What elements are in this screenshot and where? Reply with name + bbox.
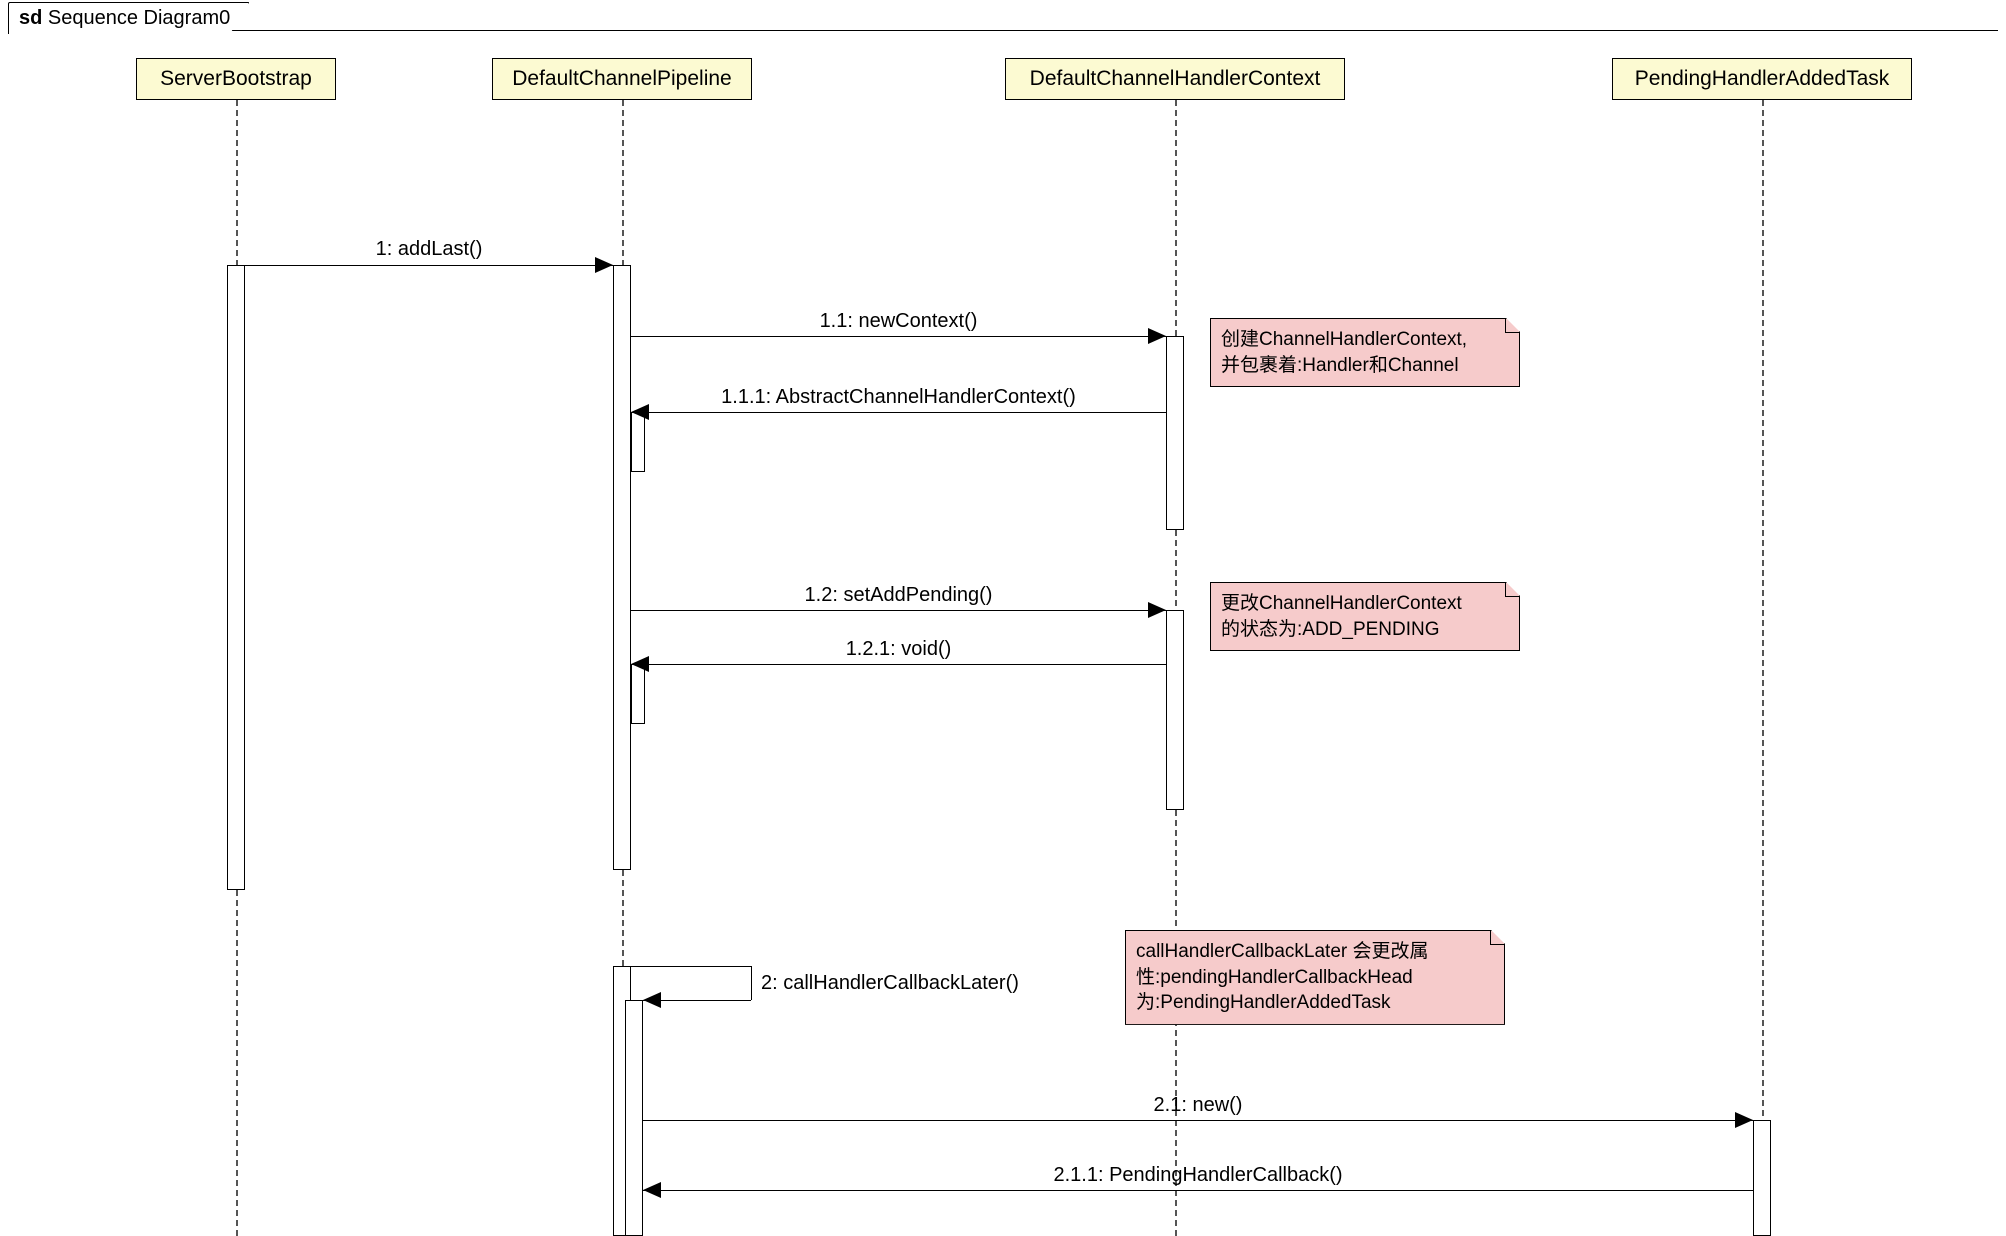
participant-p4: PendingHandlerAddedTask bbox=[1612, 58, 1912, 100]
participant-p2: DefaultChannelPipeline bbox=[492, 58, 752, 100]
frame-prefix: sd bbox=[19, 7, 42, 29]
message-0-line bbox=[245, 265, 613, 266]
note-2: callHandlerCallbackLater 会更改属性:pendingHa… bbox=[1125, 930, 1505, 1025]
participant-p3: DefaultChannelHandlerContext bbox=[1005, 58, 1345, 100]
message-1-label: 1.1: newContext() bbox=[631, 310, 1166, 333]
frame-tab: sd Sequence Diagram0 bbox=[8, 2, 249, 34]
message-6-label: 2.1.1: PendingHandlerCallback() bbox=[643, 1164, 1753, 1187]
message-1-line bbox=[631, 336, 1166, 337]
return-tail-1 bbox=[631, 664, 645, 724]
activation-3 bbox=[1166, 610, 1184, 810]
activation-2 bbox=[1166, 336, 1184, 530]
message-2-label: 1.1.1: AbstractChannelHandlerContext() bbox=[631, 386, 1166, 409]
message-3-label: 1.2: setAddPending() bbox=[631, 584, 1166, 607]
self-msg-top bbox=[631, 966, 751, 967]
message-4-label: 1.2.1: void() bbox=[631, 638, 1166, 661]
message-2-line bbox=[631, 412, 1166, 413]
activation-5 bbox=[625, 1000, 643, 1236]
diagram-frame bbox=[8, 30, 1998, 1236]
self-msg-label: 2: callHandlerCallbackLater() bbox=[761, 972, 1019, 995]
message-5-label: 2.1: new() bbox=[643, 1094, 1753, 1117]
note-0: 创建ChannelHandlerContext,并包裹着:Handler和Cha… bbox=[1210, 318, 1520, 387]
message-0-label: 1: addLast() bbox=[245, 238, 613, 261]
self-msg-vert bbox=[751, 966, 752, 1000]
message-4-line bbox=[631, 664, 1166, 665]
note-1: 更改ChannelHandlerContext的状态为:ADD_PENDING bbox=[1210, 582, 1520, 651]
message-6-line bbox=[643, 1190, 1753, 1191]
activation-1 bbox=[613, 265, 631, 870]
participant-p1: ServerBootstrap bbox=[136, 58, 336, 100]
lifeline-p4 bbox=[1762, 100, 1764, 1236]
self-msg-arrow bbox=[643, 992, 661, 1008]
activation-0 bbox=[227, 265, 245, 890]
message-3-line bbox=[631, 610, 1166, 611]
frame-title: Sequence Diagram0 bbox=[48, 7, 230, 29]
message-5-line bbox=[643, 1120, 1753, 1121]
activation-6 bbox=[1753, 1120, 1771, 1236]
return-tail-0 bbox=[631, 412, 645, 472]
